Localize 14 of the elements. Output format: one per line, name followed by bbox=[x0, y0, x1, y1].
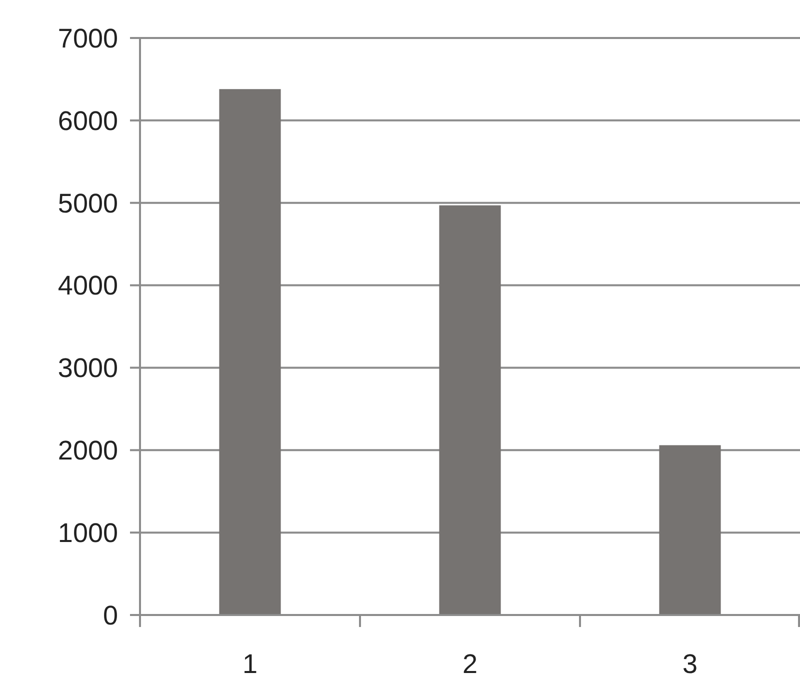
bar bbox=[439, 205, 501, 615]
y-tick-label: 7000 bbox=[58, 23, 118, 54]
y-tick-label: 6000 bbox=[58, 106, 118, 136]
y-tick-label: 3000 bbox=[58, 353, 118, 384]
x-tick-label: 3 bbox=[682, 649, 698, 679]
x-tick-label: 2 bbox=[462, 649, 478, 679]
x-tick-label: 1 bbox=[242, 649, 258, 679]
y-tick-label: 4000 bbox=[58, 270, 118, 301]
bar bbox=[659, 445, 721, 615]
y-tick-label: 0 bbox=[102, 600, 118, 630]
y-tick-label: 2000 bbox=[58, 436, 118, 466]
y-tick-label: 1000 bbox=[58, 518, 118, 548]
bar bbox=[219, 89, 281, 615]
y-tick-label: 5000 bbox=[58, 188, 118, 218]
